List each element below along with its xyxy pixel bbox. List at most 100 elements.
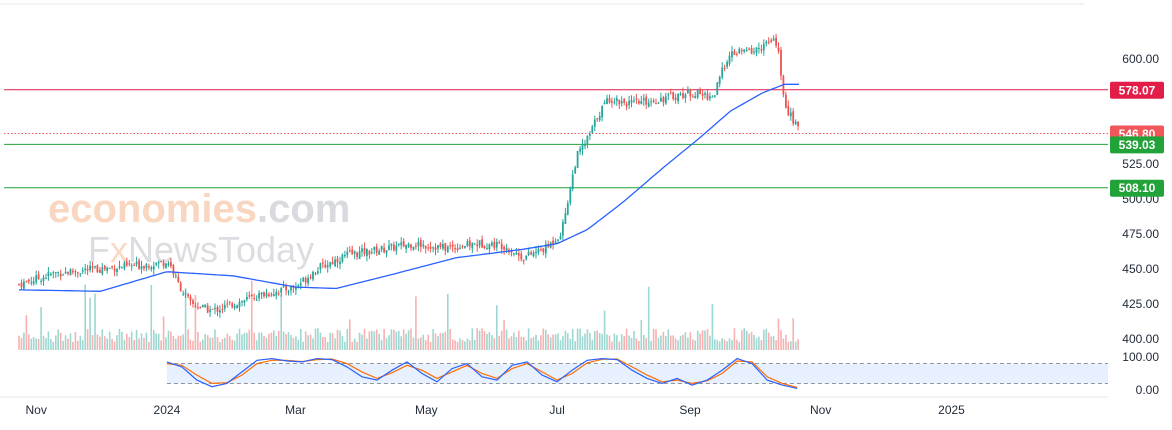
volume-bar bbox=[199, 341, 202, 350]
candle bbox=[454, 244, 456, 254]
candle bbox=[542, 247, 545, 256]
candle bbox=[209, 305, 211, 318]
x-tick-label: 2025 bbox=[938, 403, 965, 417]
candle bbox=[706, 90, 709, 101]
volume-bar bbox=[652, 328, 655, 350]
candle bbox=[576, 150, 579, 169]
price-axis[interactable]: 400.00425.00450.00475.00500.00525.00600.… bbox=[1122, 52, 1159, 346]
candle bbox=[52, 270, 55, 279]
candle bbox=[449, 241, 452, 250]
candle bbox=[241, 300, 243, 307]
stoch-d-line bbox=[166, 358, 798, 388]
volume-bar bbox=[608, 335, 611, 350]
volume-bar bbox=[790, 341, 792, 350]
candle bbox=[356, 251, 358, 260]
candle bbox=[123, 260, 126, 271]
volume-bar bbox=[187, 329, 189, 350]
volume-bar bbox=[405, 333, 407, 350]
candle bbox=[250, 294, 253, 297]
volume-bar bbox=[69, 333, 72, 350]
candle bbox=[427, 243, 430, 251]
volume-bar bbox=[157, 333, 160, 350]
volume-bar bbox=[594, 331, 596, 350]
candle bbox=[344, 250, 346, 259]
candle bbox=[268, 292, 270, 298]
volume-bar bbox=[650, 340, 652, 350]
candle bbox=[91, 261, 94, 273]
candle bbox=[407, 242, 410, 248]
candle bbox=[532, 250, 535, 258]
volume-bar bbox=[153, 330, 155, 350]
volume-bar bbox=[481, 328, 483, 350]
candle bbox=[135, 256, 138, 267]
x-tick-label: Nov bbox=[26, 403, 47, 417]
volume-bar bbox=[630, 337, 633, 350]
volume-bar bbox=[716, 340, 719, 350]
candle bbox=[701, 89, 704, 101]
candle bbox=[503, 245, 505, 255]
volume-bar bbox=[591, 339, 594, 350]
candle bbox=[260, 292, 263, 299]
candle bbox=[419, 237, 422, 253]
volume-bar bbox=[221, 339, 224, 350]
candle bbox=[797, 121, 799, 131]
volume-bar bbox=[476, 328, 478, 350]
svg-text:FxNewsToday: FxNewsToday bbox=[88, 229, 314, 270]
volume-bar bbox=[736, 339, 738, 350]
y-tick-label: 525.00 bbox=[1122, 157, 1159, 171]
candle bbox=[111, 265, 113, 270]
volume-bar bbox=[74, 332, 77, 350]
volume-bar bbox=[368, 331, 371, 350]
volume-bar bbox=[513, 332, 515, 350]
volume-bar bbox=[601, 334, 603, 350]
volume-bar bbox=[106, 338, 108, 350]
volume-bar bbox=[549, 337, 552, 350]
volume-bar bbox=[197, 331, 199, 350]
volume-bar bbox=[424, 340, 427, 350]
volume-bar bbox=[241, 334, 243, 350]
volume-bar bbox=[562, 336, 564, 350]
candle bbox=[429, 241, 432, 253]
volume-bar bbox=[559, 340, 562, 350]
candle bbox=[45, 273, 47, 280]
volume-bar bbox=[407, 330, 410, 350]
volume-bar bbox=[500, 330, 503, 350]
candle bbox=[378, 248, 381, 255]
volume-bar bbox=[339, 330, 341, 350]
candle bbox=[635, 94, 638, 104]
ma-line bbox=[19, 83, 799, 292]
volume-bar bbox=[349, 319, 351, 350]
candle bbox=[201, 304, 204, 308]
candle bbox=[471, 242, 474, 254]
volume-bar bbox=[434, 333, 437, 350]
candle bbox=[302, 276, 305, 283]
time-axis[interactable]: Nov 2024 Mar May Jul Sep Nov 2025 bbox=[0, 396, 1108, 417]
stoch-tick-label: 100.00 bbox=[1122, 350, 1159, 364]
candle bbox=[228, 301, 231, 306]
candle bbox=[133, 262, 136, 266]
candle bbox=[336, 255, 339, 268]
volume-bar bbox=[415, 296, 417, 350]
candle bbox=[510, 248, 513, 257]
candle bbox=[437, 245, 439, 253]
volume-bar bbox=[758, 336, 760, 350]
volume-bar bbox=[214, 329, 216, 350]
candle bbox=[152, 261, 155, 275]
volume-bar bbox=[657, 337, 660, 350]
volume-bar bbox=[748, 333, 750, 350]
volume-bar bbox=[535, 334, 537, 350]
volume-bar bbox=[723, 339, 726, 350]
volume-bar bbox=[143, 337, 145, 350]
volume-bar bbox=[557, 333, 559, 350]
candle bbox=[179, 281, 182, 292]
candle bbox=[687, 86, 689, 95]
candle bbox=[309, 274, 312, 280]
volume-bar bbox=[579, 328, 581, 350]
volume-bar bbox=[718, 341, 721, 350]
volume-bar bbox=[393, 329, 395, 350]
candle bbox=[319, 262, 322, 274]
volume-bar bbox=[292, 337, 295, 350]
candle bbox=[103, 264, 106, 272]
candle bbox=[397, 243, 400, 247]
volume-bar bbox=[358, 332, 361, 350]
